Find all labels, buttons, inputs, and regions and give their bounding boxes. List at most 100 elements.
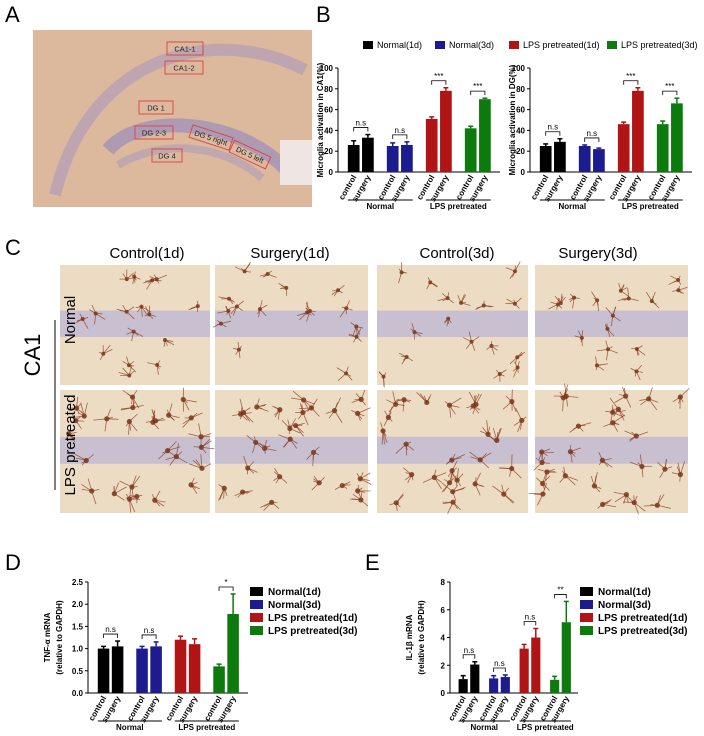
microglia-process	[456, 468, 459, 481]
microglia-process	[227, 310, 232, 319]
microglia-process	[99, 353, 104, 360]
microglia-process	[636, 348, 640, 356]
microglia-process	[128, 370, 135, 376]
significance-label: n.s	[525, 612, 536, 621]
microglia-process	[295, 425, 304, 437]
microglia-process	[505, 267, 516, 272]
microglia-process	[306, 310, 311, 322]
microglia-process	[131, 475, 137, 488]
microglia-process	[357, 407, 371, 414]
bar	[550, 679, 560, 693]
microglia-process	[311, 482, 320, 491]
microglia-process	[444, 401, 450, 406]
microglia-process	[427, 277, 431, 283]
microglia-process	[434, 472, 447, 478]
microglia-process	[95, 313, 106, 320]
microglia-process	[541, 451, 548, 456]
microglia-process	[151, 409, 157, 421]
microglia-process	[68, 433, 75, 439]
microglia-process	[225, 305, 229, 312]
bar	[401, 144, 413, 172]
microglia-process	[313, 446, 320, 453]
y-tick-label: 0.0	[72, 689, 84, 698]
legend-label: LPS pretreated(1d)	[598, 613, 687, 624]
microglia-process	[447, 318, 452, 324]
microglia-process	[127, 393, 133, 398]
bar	[174, 639, 187, 693]
microglia-process	[636, 345, 643, 350]
microglia-process	[471, 336, 480, 343]
microglia-process	[411, 323, 415, 333]
microglia-process	[83, 402, 88, 417]
microglia-process	[680, 461, 685, 475]
microglia-process	[537, 493, 544, 506]
microglia-process	[167, 441, 177, 451]
microglia-process	[634, 371, 637, 377]
microglia-process	[346, 307, 353, 311]
microglia-process	[237, 410, 244, 414]
microglia-process	[131, 475, 141, 488]
microglia-process	[264, 448, 266, 454]
microglia-process	[656, 494, 665, 506]
microglia-process	[360, 399, 366, 406]
legend-label: LPS pretreated(1d)	[268, 613, 357, 624]
significance-label: n.s	[547, 123, 558, 132]
significance-bracket	[431, 80, 447, 85]
microglia-process	[152, 422, 160, 430]
microglia-process	[403, 399, 411, 403]
microglia-process	[506, 298, 516, 305]
microglia-process	[122, 360, 130, 366]
microglia-process	[74, 453, 87, 461]
microglia-process	[183, 399, 197, 403]
microglia-process	[152, 279, 162, 282]
microglia-process	[106, 408, 111, 419]
microglia-process	[452, 488, 465, 493]
microglia-process	[122, 304, 127, 312]
microglia-process	[246, 435, 256, 443]
microglia-process	[388, 417, 393, 422]
microglia-process	[81, 484, 92, 492]
bar	[213, 666, 225, 693]
group-label: LPS pretreated	[178, 723, 235, 732]
region-label: CA1-2	[173, 64, 194, 73]
microglia-process	[433, 469, 437, 478]
significance-label: n.s	[586, 129, 597, 138]
microglia-process	[244, 263, 251, 272]
microglia-process	[244, 270, 251, 273]
microglia-process	[605, 340, 609, 350]
microglia-process	[306, 452, 314, 460]
microglia-process	[677, 275, 681, 281]
microglia-process	[411, 474, 414, 481]
microglia-process	[405, 443, 415, 451]
microglia-process	[541, 462, 551, 464]
bar	[464, 128, 477, 172]
microglia-process	[106, 418, 119, 420]
microglia-process	[337, 289, 343, 294]
microglia-process	[273, 471, 280, 478]
microglia-process	[562, 397, 564, 412]
legend-label: Normal(3d)	[598, 600, 651, 611]
microglia-process	[678, 286, 688, 291]
microglia-process	[473, 395, 477, 405]
y-axis-label: Microglia activation in CA1(%)	[316, 62, 325, 177]
significance-bracket	[545, 131, 561, 136]
microglia-process	[234, 266, 245, 272]
microglia-process	[563, 466, 566, 476]
microglia-process	[491, 345, 498, 351]
microglia-process	[238, 349, 241, 359]
significance-label: ***	[434, 72, 443, 81]
microglia-process	[388, 406, 393, 418]
microglia-process	[152, 494, 156, 501]
microglia-process	[220, 323, 227, 328]
microglia-process	[201, 463, 212, 469]
microglia-process	[395, 502, 398, 512]
microglia-process	[259, 304, 268, 310]
microglia-process	[451, 460, 458, 471]
microglia-process	[264, 445, 271, 449]
microglia-process	[565, 475, 579, 481]
microglia-process	[337, 284, 345, 291]
microglia-process	[602, 460, 609, 467]
bar	[458, 679, 468, 693]
group-label: Normal	[470, 723, 498, 732]
microglia-process	[144, 314, 150, 317]
